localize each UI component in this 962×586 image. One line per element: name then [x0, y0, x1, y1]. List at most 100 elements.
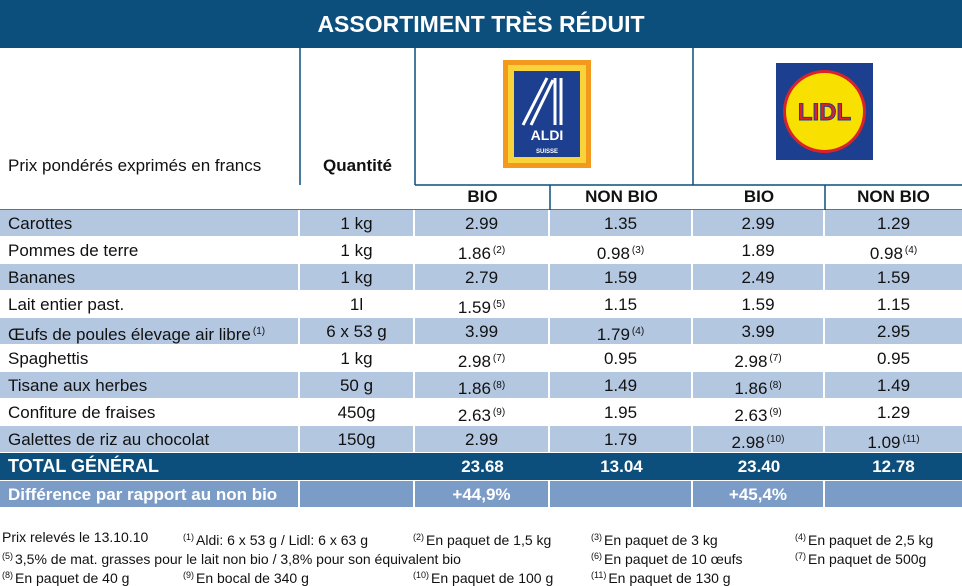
footnote-text: En paquet de 10 œufs — [604, 551, 743, 567]
price: 1.79 (4) — [550, 318, 693, 345]
footnote: (2) En paquet de 1,5 kg — [413, 529, 551, 548]
price-value: 0.95 — [876, 349, 911, 368]
footnote-ref: (11) — [902, 434, 920, 445]
footnote-text: Prix relevés le 13.10.10 — [2, 529, 149, 545]
row-label-text: Galettes de riz au chocolat — [8, 430, 210, 449]
footnote-text: En paquet de 2,5 kg — [808, 532, 934, 548]
price: 2.95 — [825, 318, 962, 345]
footnote-text: 3,5% de mat. grasses pour le lait non bi… — [15, 551, 461, 567]
row-label-text: Œufs de poules élevage air libre — [8, 325, 251, 344]
footnote-mark: (10) — [413, 570, 430, 580]
price: 2.99 — [415, 210, 550, 237]
price: 0.95 — [550, 345, 693, 372]
price: 0.98 (3) — [550, 237, 693, 264]
footnote-ref: (9) — [769, 407, 782, 418]
footnote-ref: (8) — [769, 380, 782, 391]
footnote-mark: (4) — [795, 532, 806, 542]
price: 1.79 — [550, 426, 693, 453]
footnote: (7) En paquet de 500g — [795, 548, 926, 567]
quantity: 1 kg — [300, 345, 415, 372]
footnote: (1) Aldi: 6 x 53 g / Lidl: 6 x 63 g — [183, 529, 368, 548]
lidl-name: LIDL — [798, 99, 851, 126]
footnote-text: En paquet de 1,5 kg — [426, 532, 552, 548]
price: 1.95 — [550, 399, 693, 426]
price-value: 2.95 — [876, 322, 911, 341]
price: 3.99 — [415, 318, 550, 345]
row-label-text: Confiture de fraises — [8, 403, 156, 422]
price-value: 1.86 — [457, 379, 491, 398]
price: 1.29 — [825, 210, 962, 237]
price-value: 2.99 — [464, 430, 499, 449]
row-label-text: Pommes de terre — [8, 241, 139, 260]
price-value: 3.99 — [464, 322, 499, 341]
footnote: (3) En paquet de 3 kg — [591, 529, 718, 548]
row-label: Spaghettis — [0, 345, 300, 372]
footnote-ref: (10) — [766, 434, 785, 445]
price: 1.09 (11) — [825, 426, 962, 453]
row-label: Œufs de poules élevage air libre (1) — [0, 318, 300, 345]
price-value: 1.49 — [876, 376, 911, 395]
header-label: Prix pondérés exprimés en francs — [8, 156, 262, 175]
price-value: 1.15 — [603, 295, 638, 314]
price-value: 2.99 — [464, 214, 499, 233]
price-value: 1.15 — [876, 295, 911, 314]
price: 2.63 (9) — [693, 399, 825, 426]
price-value: 1.79 — [603, 430, 638, 449]
footnote-ref: (9) — [492, 407, 506, 418]
footnote-ref: (4) — [904, 245, 918, 256]
price: 1.59 — [825, 264, 962, 291]
footnote-text: En paquet de 500g — [808, 551, 927, 567]
price-value: 1.29 — [876, 403, 911, 422]
footnote-ref: (8) — [492, 380, 506, 391]
footnote-ref: (7) — [769, 353, 782, 364]
price: 1.15 — [825, 291, 962, 318]
quantity: 6 x 53 g — [300, 318, 415, 345]
footnote: (5) 3,5% de mat. grasses pour le lait non… — [2, 548, 461, 567]
price: 2.63 (9) — [415, 399, 550, 426]
aldi-name: ALDI — [531, 127, 564, 143]
row-label-text: Spaghettis — [8, 349, 89, 368]
price-value: 1.35 — [603, 214, 638, 233]
column-header: NON BIO — [857, 187, 930, 206]
footnote-mark: (5) — [2, 551, 13, 561]
price-value: 1.95 — [603, 403, 638, 422]
footnote-mark: (8) — [2, 570, 13, 580]
price: 1.35 — [550, 210, 693, 237]
footnote-text: En paquet de 130 g — [608, 570, 731, 586]
total-value: 23.68 — [415, 453, 550, 480]
difference-blank — [550, 480, 693, 507]
footnote-text: Aldi: 6 x 53 g / Lidl: 6 x 63 g — [196, 532, 368, 548]
difference-value: +44,9% — [415, 480, 550, 507]
price: 1.49 — [550, 372, 693, 399]
price-value: 1.59 — [876, 268, 911, 287]
price-value: 2.98 — [457, 352, 491, 371]
total-value: 12.78 — [825, 453, 962, 480]
price-value: 2.98 — [731, 433, 765, 452]
total-value: 23.40 — [693, 453, 825, 480]
price: 1.59 (5) — [415, 291, 550, 318]
footnote: Prix relevés le 13.10.10 — [2, 529, 148, 545]
price: 1.59 — [550, 264, 693, 291]
footnote-mark: (1) — [183, 532, 194, 542]
price-value: 2.63 — [734, 406, 768, 425]
price-value: 1.49 — [603, 376, 638, 395]
footnote-ref: (1) — [252, 326, 266, 337]
difference-blank — [825, 480, 962, 507]
quantity: 450g — [300, 399, 415, 426]
price: 1.29 — [825, 399, 962, 426]
price-value: 1.86 — [457, 244, 491, 263]
price: 1.86 (8) — [693, 372, 825, 399]
difference-label: Différence par rapport au non bio — [0, 480, 300, 507]
row-label: Carottes — [0, 210, 300, 237]
row-label-text: Bananes — [8, 268, 76, 287]
price: 2.98 (10) — [693, 426, 825, 453]
price-value: 1.59 — [603, 268, 638, 287]
price: 1.15 — [550, 291, 693, 318]
row-label-text: Tisane aux herbes — [8, 376, 148, 395]
quantity: 1l — [300, 291, 415, 318]
aldi-sub: SUISSE — [536, 149, 558, 155]
footnote-text: En paquet de 40 g — [15, 570, 130, 586]
row-label: Pommes de terre — [0, 237, 300, 264]
price: 2.99 — [693, 210, 825, 237]
price-value: 0.95 — [603, 349, 638, 368]
